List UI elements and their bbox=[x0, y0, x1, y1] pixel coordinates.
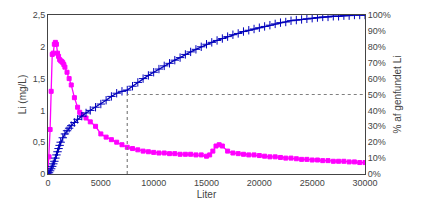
svg-text:Liter: Liter bbox=[197, 189, 217, 200]
svg-text:80%: 80% bbox=[368, 42, 386, 52]
svg-text:1,5: 1,5 bbox=[33, 74, 46, 84]
svg-text:% af genfundet Li: % af genfundet Li bbox=[392, 56, 403, 134]
svg-text:30%: 30% bbox=[368, 121, 386, 131]
svg-text:2: 2 bbox=[40, 42, 45, 52]
svg-text:60%: 60% bbox=[368, 74, 386, 84]
svg-text:50%: 50% bbox=[368, 90, 386, 100]
svg-text:10000: 10000 bbox=[141, 178, 166, 188]
svg-text:100%: 100% bbox=[368, 10, 391, 20]
svg-text:90%: 90% bbox=[368, 26, 386, 36]
svg-text:2,5: 2,5 bbox=[33, 10, 46, 20]
svg-text:20000: 20000 bbox=[247, 178, 272, 188]
svg-text:10%: 10% bbox=[368, 153, 386, 163]
svg-text:5000: 5000 bbox=[91, 178, 111, 188]
svg-text:25000: 25000 bbox=[300, 178, 325, 188]
svg-text:0,5: 0,5 bbox=[33, 137, 46, 147]
svg-text:15000: 15000 bbox=[194, 178, 219, 188]
svg-text:0: 0 bbox=[40, 169, 45, 179]
svg-text:0%: 0% bbox=[368, 169, 381, 179]
svg-text:1: 1 bbox=[40, 106, 45, 116]
svg-text:40%: 40% bbox=[368, 106, 386, 116]
svg-text:0: 0 bbox=[45, 178, 50, 188]
svg-text:70%: 70% bbox=[368, 58, 386, 68]
svg-text:Li (mg/L): Li (mg/L) bbox=[17, 75, 28, 114]
svg-text:20%: 20% bbox=[368, 137, 386, 147]
svg-text:30000: 30000 bbox=[352, 178, 377, 188]
